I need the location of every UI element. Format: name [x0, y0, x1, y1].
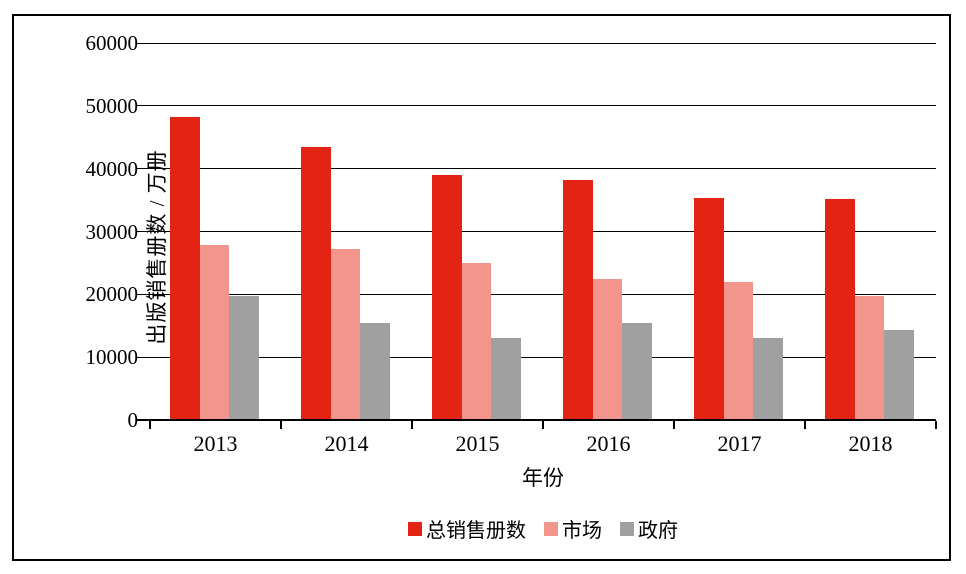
- y-tick-label-10000: 10000: [85, 345, 139, 370]
- gridline-10000: [137, 356, 936, 358]
- x-tick-label-2015: 2015: [455, 431, 500, 456]
- x-axis-line: [137, 419, 936, 421]
- x-axis-tick: [935, 421, 937, 429]
- bar-总销售册数-2018: [825, 198, 855, 420]
- legend-item-政府: 政府: [620, 514, 678, 543]
- gridline-40000: [137, 168, 936, 170]
- legend-label: 市场: [562, 520, 602, 542]
- bar-市场-2013: [199, 244, 229, 420]
- bar-总销售册数-2015: [432, 174, 462, 420]
- bar-总销售册数-2014: [301, 146, 331, 420]
- bar-市场-2015: [461, 262, 491, 420]
- x-axis-tick: [542, 421, 544, 429]
- x-axis-title: 年份: [522, 466, 564, 490]
- x-axis-tick: [280, 421, 282, 429]
- legend-label: 政府: [638, 520, 678, 542]
- bar-政府-2013: [229, 295, 259, 420]
- x-tick-label-2014: 2014: [324, 431, 369, 456]
- gridline-30000: [137, 231, 936, 232]
- bar-总销售册数-2013: [170, 116, 200, 420]
- y-tick-label-20000: 20000: [85, 282, 139, 307]
- x-tick-label-2018: 2018: [848, 431, 893, 456]
- x-axis-tick: [149, 421, 151, 429]
- bar-总销售册数-2017: [694, 198, 724, 420]
- legend-swatch-icon: [620, 521, 634, 536]
- bar-政府-2018: [884, 329, 914, 420]
- y-tick-label-60000: 60000: [85, 31, 139, 55]
- x-axis-tick: [411, 421, 413, 429]
- gridline-50000: [137, 105, 936, 107]
- y-tick-label-30000: 30000: [85, 219, 139, 244]
- bar-市场-2018: [854, 295, 884, 420]
- x-axis-tick: [673, 421, 675, 429]
- y-tick-label-40000: 40000: [85, 156, 139, 181]
- legend-swatch-icon: [408, 521, 422, 536]
- bar-总销售册数-2016: [563, 179, 593, 420]
- bar-市场-2016: [592, 279, 622, 420]
- legend-swatch-icon: [544, 521, 558, 536]
- legend: 总销售册数 市场 政府: [150, 514, 936, 543]
- y-tick-label-50000: 50000: [85, 93, 139, 118]
- bar-市场-2017: [723, 282, 753, 420]
- plot-area: [137, 42, 937, 429]
- gridline-20000: [137, 293, 936, 295]
- bar-政府-2016: [622, 323, 652, 420]
- x-tick-label-2013: 2013: [193, 431, 238, 456]
- legend-item-总销售册数: 总销售册数: [408, 514, 526, 543]
- legend-label: 总销售册数: [426, 520, 526, 542]
- bar-政府-2014: [360, 323, 390, 420]
- bar-市场-2014: [330, 249, 360, 420]
- gridline-60000: [137, 42, 936, 44]
- bar-政府-2015: [491, 338, 521, 420]
- x-tick-label-2017: 2017: [717, 431, 762, 456]
- x-axis-tick: [804, 421, 806, 429]
- x-tick-label-2016: 2016: [586, 431, 631, 456]
- y-tick-label-0: 0: [127, 408, 139, 432]
- bar-政府-2017: [753, 338, 783, 420]
- chart-frame: 0 10000 20000 30000 40000 50000 60000 2013 2014…: [12, 14, 951, 561]
- legend-item-市场: 市场: [544, 514, 602, 543]
